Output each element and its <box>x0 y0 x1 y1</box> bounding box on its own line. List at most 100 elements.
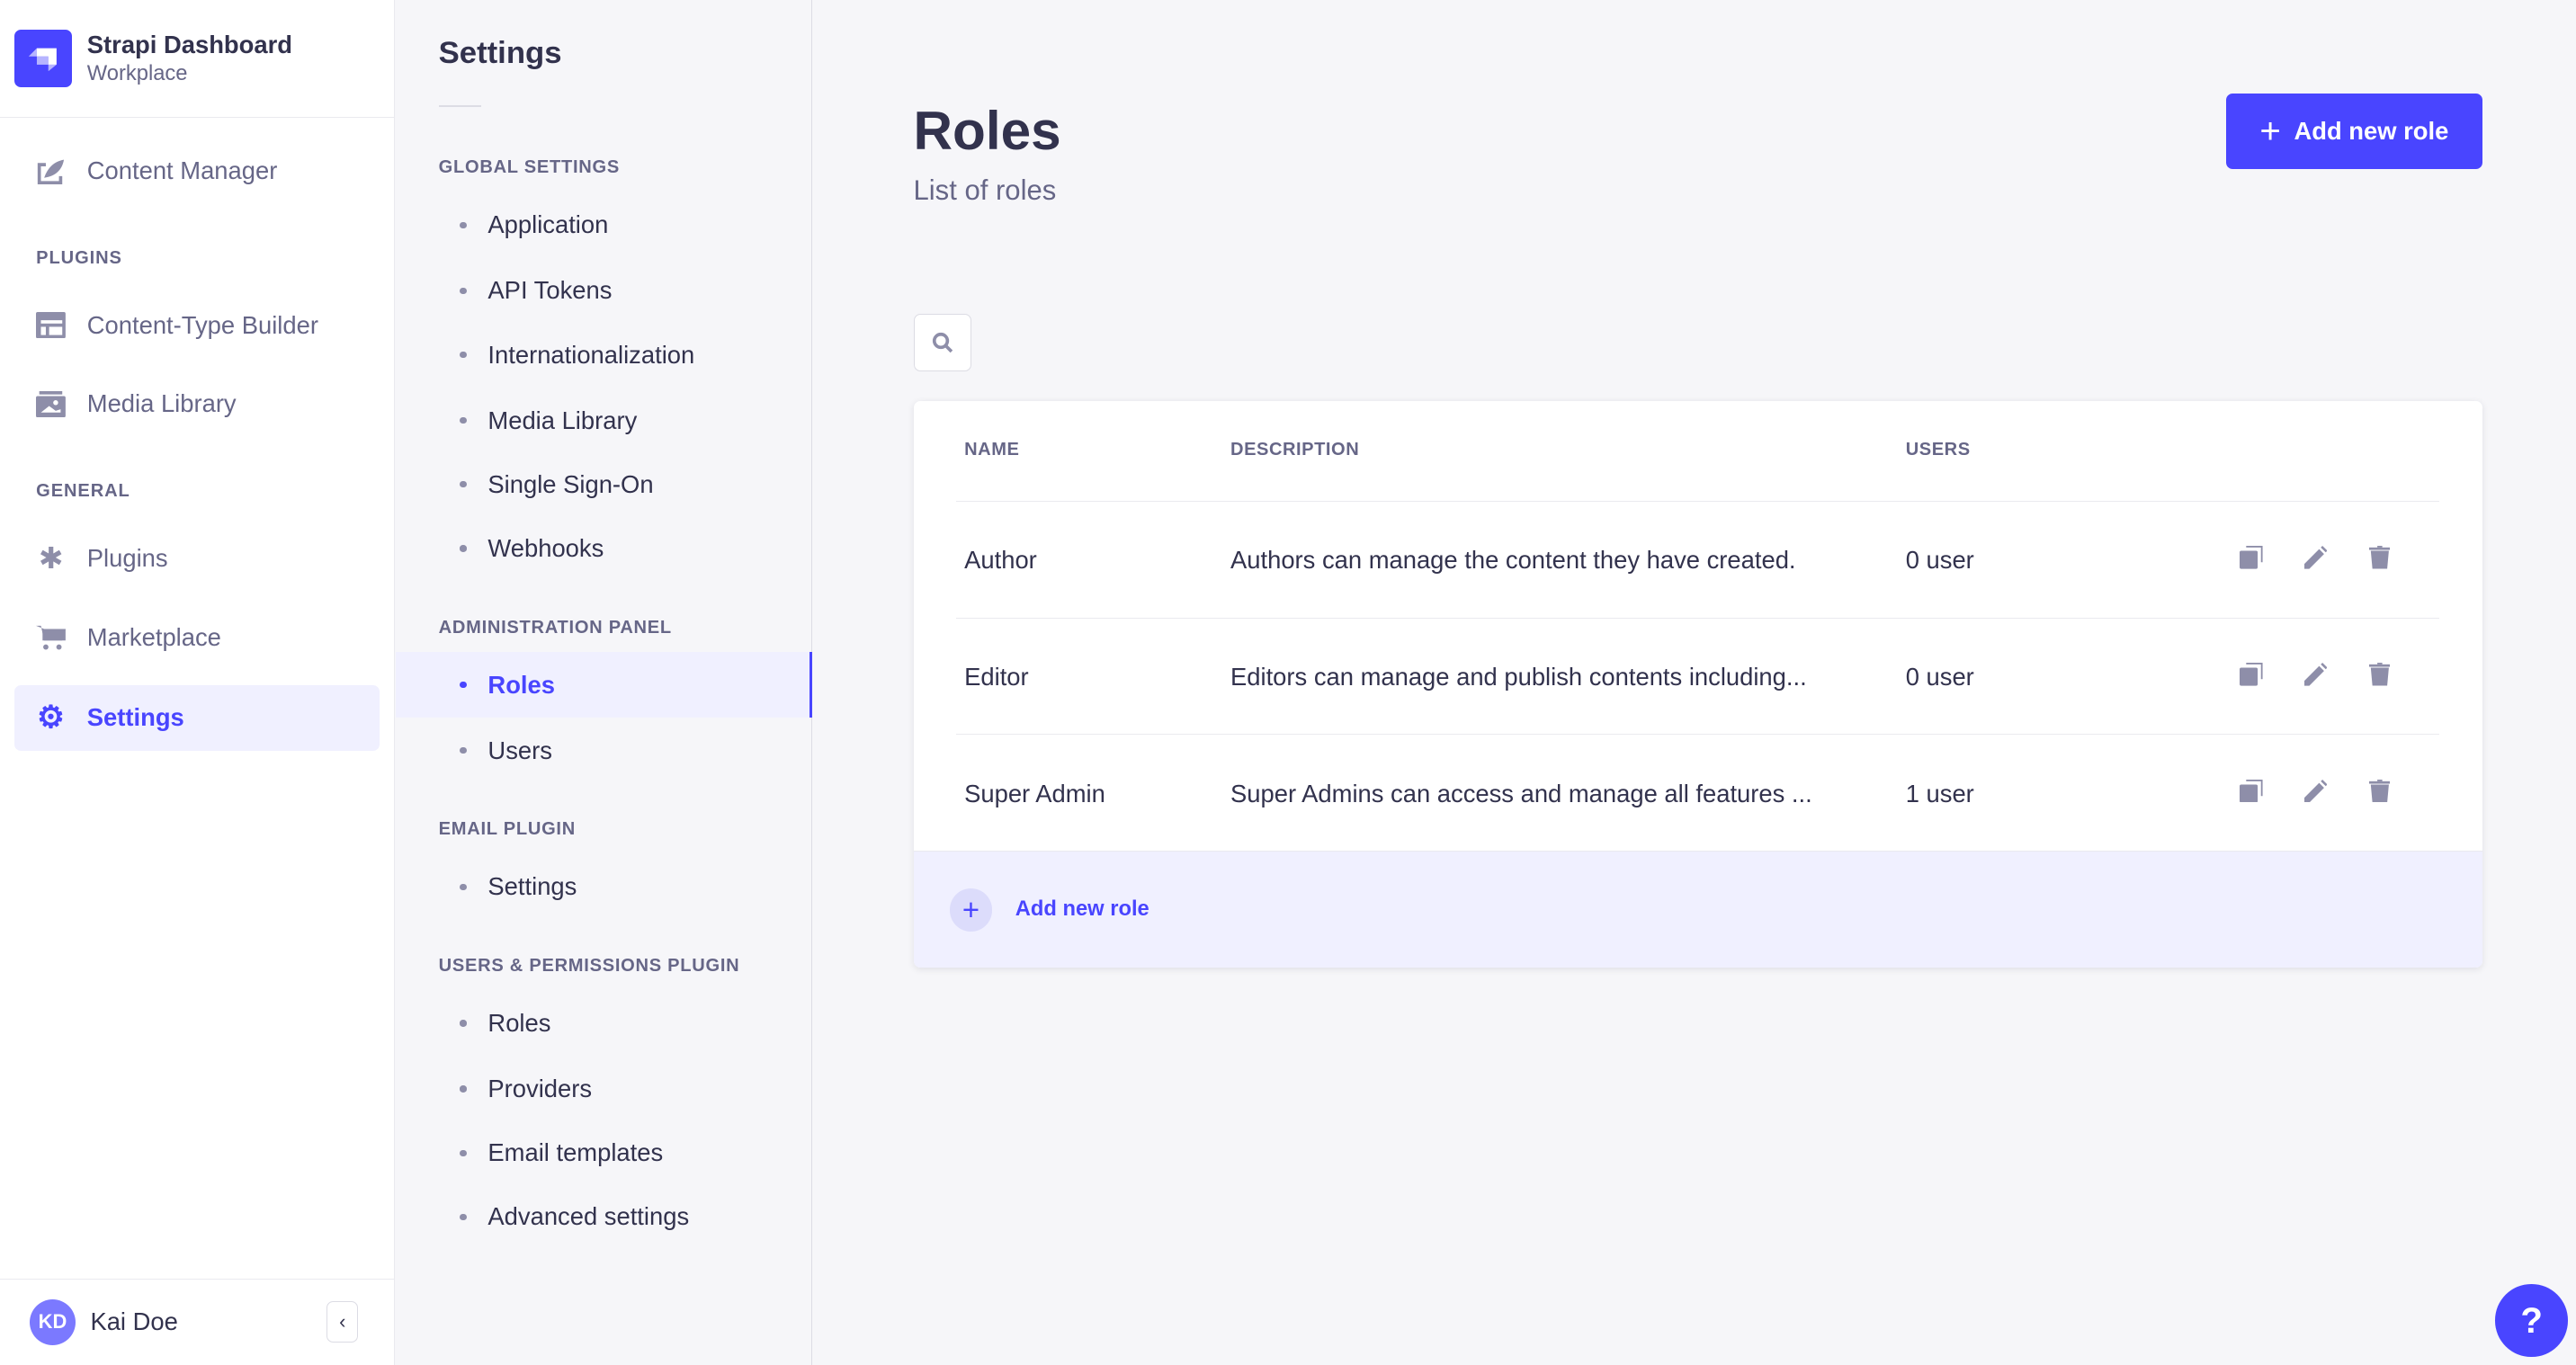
nav-marketplace[interactable]: Marketplace <box>14 604 379 670</box>
subnav-admin-users[interactable]: Users <box>396 718 809 783</box>
plus-icon: + <box>2259 111 2281 152</box>
role-description: Super Admins can access and manage all f… <box>1230 779 1812 807</box>
subnav-webhooks[interactable]: Webhooks <box>396 516 809 582</box>
search-icon <box>932 332 953 353</box>
subnav-internationalization[interactable]: Internationalization <box>396 322 809 388</box>
role-users: 0 user <box>1905 663 1974 691</box>
nav-label: Media Library <box>86 389 237 418</box>
subnav-label: Media Library <box>487 406 638 434</box>
subnav-label: Email templates <box>487 1138 664 1167</box>
nav-label: Plugins <box>86 543 168 572</box>
brand: Strapi Dashboard Workplace <box>0 0 395 118</box>
chevron-left-icon: ‹ <box>339 1310 346 1334</box>
strapi-logo-icon <box>14 29 73 87</box>
image-icon <box>36 389 67 419</box>
nav-settings[interactable]: ⚙ Settings <box>14 684 380 751</box>
trash-icon[interactable] <box>2348 663 2411 692</box>
duplicate-icon[interactable] <box>2220 779 2284 809</box>
nav-label: Marketplace <box>86 622 221 651</box>
role-description: Authors can manage the content they have… <box>1230 546 1796 575</box>
page-subtitle: List of roles <box>913 174 1057 206</box>
avatar: KD <box>29 1298 76 1345</box>
nav-label: Content Manager <box>86 156 278 184</box>
subnav-up-roles[interactable]: Roles <box>396 990 809 1056</box>
subnav-advanced-settings[interactable]: Advanced settings <box>396 1184 809 1250</box>
help-button[interactable]: ? <box>2495 1284 2568 1357</box>
table-row[interactable]: Author Authors can manage the content th… <box>956 501 2440 619</box>
button-label: Add new role <box>2294 117 2449 146</box>
role-users: 0 user <box>1905 546 1974 575</box>
pen-square-icon <box>36 156 66 186</box>
header-description: DESCRIPTION <box>1230 440 1360 460</box>
subnav-label: Application <box>487 210 609 239</box>
subnav-media-library[interactable]: Media Library <box>396 388 809 453</box>
section-admin: ADMINISTRATION PANEL <box>438 617 672 638</box>
settings-subnav: Settings GLOBAL SETTINGS Application API… <box>396 0 813 1365</box>
subnav-label: Settings <box>487 872 577 901</box>
cart-icon <box>36 622 67 652</box>
nav-label: Settings <box>86 703 184 732</box>
section-global: GLOBAL SETTINGS <box>438 157 620 178</box>
subnav-label: Roles <box>487 1008 551 1037</box>
section-users-permissions: USERS & PERMISSIONS PLUGIN <box>438 956 740 977</box>
edit-icon[interactable] <box>2284 663 2348 692</box>
subnav-label: Single Sign-On <box>487 469 654 498</box>
gear-icon: ⚙ <box>37 700 66 736</box>
subnav-admin-roles[interactable]: Roles <box>396 652 813 718</box>
nav-media-library[interactable]: Media Library <box>14 371 379 437</box>
subnav-sso[interactable]: Single Sign-On <box>396 451 809 517</box>
trash-icon[interactable] <box>2348 546 2411 575</box>
subnav-label: Advanced settings <box>487 1202 690 1231</box>
puzzle-icon: ✱ <box>38 541 64 575</box>
subnav-providers[interactable]: Providers <box>396 1056 809 1121</box>
main-content: Roles List of roles + Add new role NAME D… <box>813 0 2576 1365</box>
plus-circle-icon: + <box>949 888 993 932</box>
layout-icon <box>36 310 67 340</box>
nav-plugins[interactable]: ✱ Plugins <box>14 525 379 591</box>
subnav-application[interactable]: Application <box>396 192 809 258</box>
subnav-label: Internationalization <box>487 340 695 369</box>
subnav-title: Settings <box>438 36 562 71</box>
add-role-link[interactable]: Add new role <box>1015 897 1149 922</box>
role-users: 1 user <box>1905 779 1974 807</box>
main-nav: Strapi Dashboard Workplace Content Manage… <box>0 0 396 1365</box>
brand-title: Strapi Dashboard <box>86 30 292 58</box>
nav-section-plugins: PLUGINS <box>36 247 122 268</box>
page-title: Roles <box>913 99 1061 161</box>
subnav-label: Roles <box>487 670 555 699</box>
header-name: NAME <box>964 440 1020 460</box>
subnav-label: Users <box>487 736 552 764</box>
subnav-label: Providers <box>487 1074 593 1102</box>
subnav-email-templates[interactable]: Email templates <box>396 1120 809 1186</box>
edit-icon[interactable] <box>2284 546 2348 575</box>
role-name: Author <box>964 546 1037 575</box>
subnav-email-settings[interactable]: Settings <box>396 854 809 920</box>
user-name: Kai Doe <box>90 1307 178 1336</box>
subnav-label: API Tokens <box>487 276 613 305</box>
subnav-api-tokens[interactable]: API Tokens <box>396 258 809 324</box>
role-description: Editors can manage and publish contents … <box>1230 663 1807 691</box>
roles-table: NAME DESCRIPTION USERS Author Authors ca… <box>913 400 2482 968</box>
user-menu[interactable]: KD Kai Doe ‹ <box>0 1278 395 1365</box>
role-name: Super Admin <box>964 779 1105 807</box>
subnav-label: Webhooks <box>487 534 604 563</box>
header-users: USERS <box>1905 440 1971 460</box>
section-email: EMAIL PLUGIN <box>438 819 576 840</box>
add-new-role-button[interactable]: + Add new role <box>2225 94 2482 170</box>
table-row[interactable]: Super Admin Super Admins can access and … <box>956 734 2440 852</box>
add-new-role-row[interactable]: + Add new role <box>913 851 2482 968</box>
nav-content-type-builder[interactable]: Content-Type Builder <box>14 292 379 358</box>
duplicate-icon[interactable] <box>2220 546 2284 575</box>
trash-icon[interactable] <box>2348 779 2411 809</box>
nav-label: Content-Type Builder <box>86 310 318 339</box>
role-name: Editor <box>964 663 1029 691</box>
collapse-nav-button[interactable]: ‹ <box>326 1301 359 1343</box>
nav-section-general: GENERAL <box>36 481 130 502</box>
brand-subtitle: Workplace <box>86 62 188 86</box>
duplicate-icon[interactable] <box>2220 663 2284 692</box>
search-button[interactable] <box>913 313 971 371</box>
nav-content-manager[interactable]: Content Manager <box>14 138 379 203</box>
divider <box>438 104 482 107</box>
edit-icon[interactable] <box>2284 779 2348 809</box>
table-row[interactable]: Editor Editors can manage and publish co… <box>956 617 2440 736</box>
